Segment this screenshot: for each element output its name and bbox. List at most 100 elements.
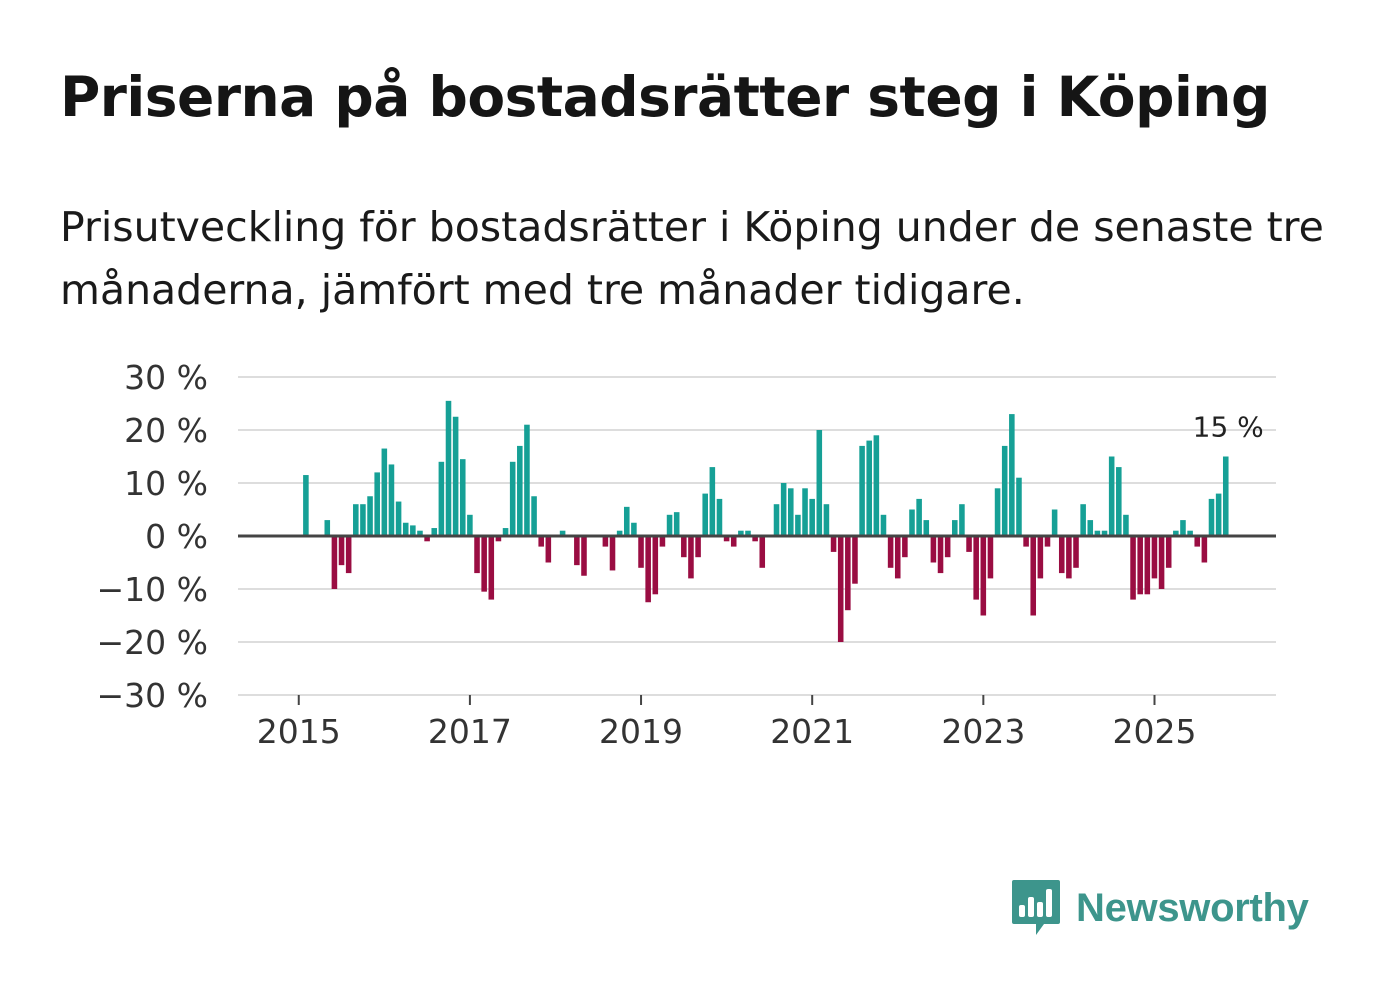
bar bbox=[759, 536, 766, 568]
bar bbox=[1158, 536, 1165, 589]
bar bbox=[859, 445, 865, 536]
bar bbox=[1208, 498, 1215, 536]
bar bbox=[360, 504, 366, 536]
bar bbox=[1030, 536, 1037, 616]
bar bbox=[538, 536, 544, 547]
bar bbox=[673, 512, 680, 536]
bar bbox=[1165, 536, 1172, 568]
x-tick-label: 2017 bbox=[428, 712, 512, 751]
bar bbox=[688, 536, 694, 579]
bar bbox=[331, 536, 338, 589]
bar bbox=[338, 536, 345, 566]
x-axis-ticks: 2015 2017 2019 2021 2023 2025 bbox=[257, 695, 1196, 751]
bar bbox=[1215, 493, 1222, 536]
bar bbox=[402, 522, 409, 536]
x-tick-label: 2015 bbox=[257, 712, 341, 751]
y-tick-label: 20 % bbox=[124, 411, 208, 450]
bar bbox=[866, 440, 872, 536]
bar bbox=[709, 467, 716, 536]
x-tick-label: 2025 bbox=[1112, 712, 1196, 751]
bar bbox=[395, 501, 402, 536]
bar bbox=[374, 472, 380, 536]
bar bbox=[495, 536, 502, 542]
bar bbox=[517, 445, 523, 536]
bar bbox=[531, 496, 537, 536]
bar bbox=[852, 536, 858, 584]
bar bbox=[980, 536, 987, 616]
bar bbox=[438, 461, 445, 536]
bar bbox=[987, 536, 994, 579]
bar bbox=[367, 496, 373, 536]
bar bbox=[1137, 536, 1143, 595]
bar bbox=[745, 530, 751, 536]
bar bbox=[1101, 530, 1108, 536]
bar bbox=[1066, 536, 1072, 579]
bar bbox=[823, 504, 830, 536]
bar bbox=[916, 498, 922, 536]
bar bbox=[923, 520, 930, 536]
bar bbox=[1051, 509, 1058, 536]
chart-subtitle: Prisutveckling för bostadsrätter i Köpin… bbox=[60, 203, 1324, 314]
x-tick-label: 2021 bbox=[770, 712, 854, 751]
bar bbox=[488, 536, 495, 600]
bar bbox=[602, 536, 609, 547]
y-tick-label: 30 % bbox=[124, 358, 208, 397]
bar bbox=[574, 536, 580, 566]
newsworthy-logo-icon bbox=[1012, 880, 1060, 935]
bar bbox=[1108, 456, 1115, 536]
bar bbox=[481, 536, 487, 592]
bar bbox=[638, 536, 644, 568]
bar bbox=[659, 536, 666, 547]
bar bbox=[902, 536, 908, 558]
bar bbox=[1187, 530, 1193, 536]
bar bbox=[467, 514, 473, 536]
bar bbox=[509, 461, 516, 536]
y-tick-label: 10 % bbox=[124, 464, 208, 503]
bar bbox=[324, 520, 331, 536]
bar bbox=[616, 530, 623, 536]
bar bbox=[410, 525, 416, 536]
bar bbox=[716, 498, 723, 536]
bar bbox=[474, 536, 480, 574]
bar bbox=[1130, 536, 1136, 600]
bar bbox=[545, 536, 552, 563]
brand-name: Newsworthy bbox=[1076, 885, 1309, 930]
bar bbox=[381, 448, 388, 536]
bar bbox=[873, 435, 880, 536]
bar bbox=[780, 483, 787, 536]
bar bbox=[1123, 514, 1129, 536]
bar bbox=[944, 536, 951, 558]
bar bbox=[1094, 530, 1101, 536]
bar bbox=[609, 536, 616, 571]
bar bbox=[959, 504, 965, 536]
bar bbox=[894, 536, 901, 579]
y-axis-ticks: 30 % 20 % 10 % 0 % −10 % −20 % −30 % bbox=[97, 358, 209, 715]
bar bbox=[652, 536, 659, 595]
bar bbox=[459, 459, 466, 536]
bar bbox=[1073, 536, 1079, 568]
bar bbox=[1016, 477, 1022, 536]
bar bbox=[1180, 520, 1186, 536]
bar bbox=[1044, 536, 1051, 547]
bar bbox=[937, 536, 944, 574]
y-tick-label: −20 % bbox=[97, 623, 209, 662]
bar bbox=[559, 530, 566, 536]
bar bbox=[623, 506, 630, 536]
bar bbox=[738, 530, 744, 536]
bar bbox=[502, 528, 509, 536]
bar bbox=[1080, 504, 1086, 536]
bar bbox=[445, 400, 452, 536]
y-tick-label: −10 % bbox=[97, 570, 209, 609]
bar bbox=[1087, 520, 1094, 536]
bar bbox=[994, 488, 1001, 536]
bar bbox=[730, 536, 737, 547]
bar bbox=[524, 424, 530, 536]
bar bbox=[1058, 536, 1065, 574]
bar bbox=[966, 536, 972, 552]
bar bbox=[417, 530, 423, 536]
bar bbox=[1151, 536, 1158, 579]
bar bbox=[752, 536, 758, 542]
bar bbox=[303, 475, 309, 536]
bar bbox=[645, 536, 651, 603]
newsworthy-logo: Newsworthy bbox=[1010, 878, 1309, 938]
